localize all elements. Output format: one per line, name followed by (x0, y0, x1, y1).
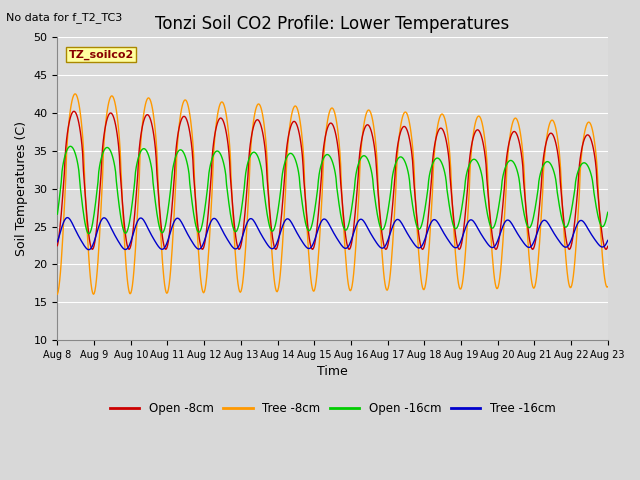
Text: TZ_soilco2: TZ_soilco2 (68, 49, 134, 60)
Title: Tonzi Soil CO2 Profile: Lower Temperatures: Tonzi Soil CO2 Profile: Lower Temperatur… (156, 15, 509, 33)
X-axis label: Time: Time (317, 365, 348, 379)
Text: No data for f_T2_TC3: No data for f_T2_TC3 (6, 12, 123, 23)
Y-axis label: Soil Temperatures (C): Soil Temperatures (C) (15, 121, 28, 256)
Legend: Open -8cm, Tree -8cm, Open -16cm, Tree -16cm: Open -8cm, Tree -8cm, Open -16cm, Tree -… (105, 397, 560, 420)
